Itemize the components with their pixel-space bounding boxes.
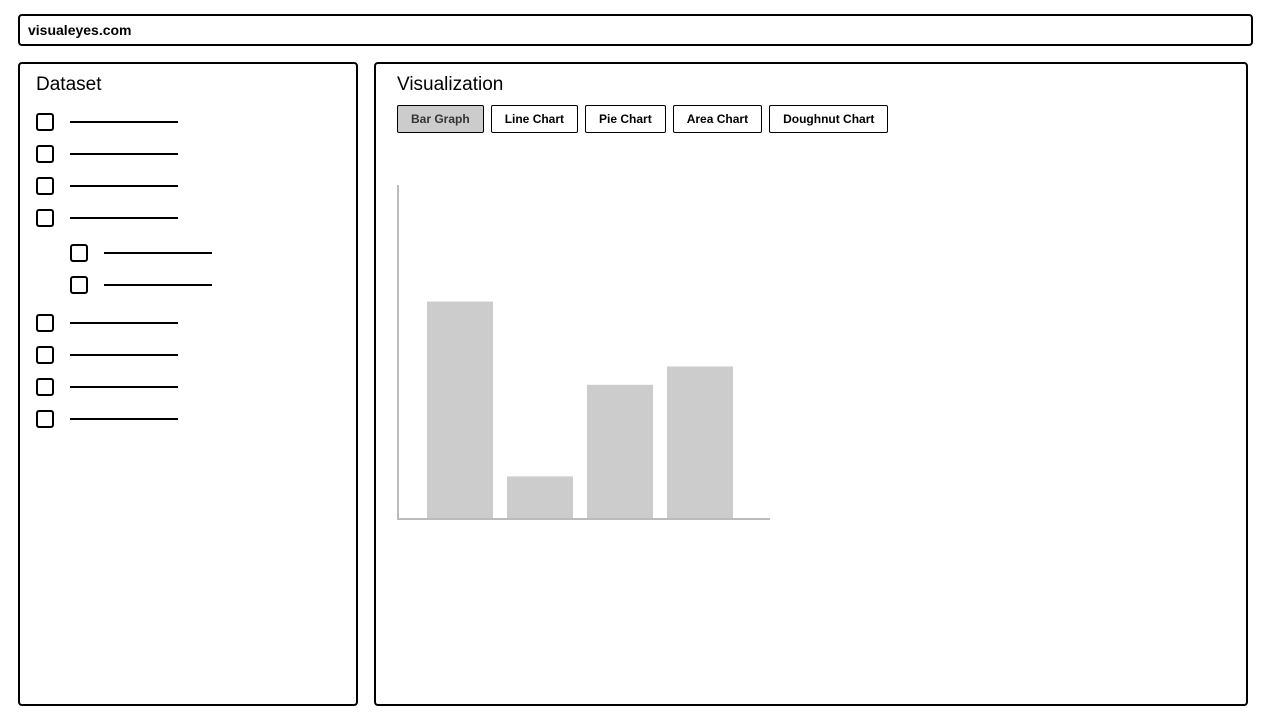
dataset-subitem[interactable]: [70, 276, 212, 294]
url-text: visualeyes.com: [28, 22, 132, 38]
dataset-checkbox[interactable]: [36, 346, 54, 364]
dataset-item-label-placeholder: [70, 121, 178, 123]
dataset-item-label-placeholder: [70, 185, 178, 187]
dataset-item[interactable]: [36, 145, 178, 163]
bar-3: [587, 384, 653, 518]
tab-line-chart[interactable]: Line Chart: [490, 105, 579, 133]
dataset-item[interactable]: [36, 209, 178, 227]
dataset-item-label-placeholder: [70, 418, 178, 420]
dataset-item-label-placeholder: [104, 252, 212, 254]
address-bar[interactable]: visualeyes.com: [18, 14, 1253, 46]
tab-bar-graph[interactable]: Bar Graph: [397, 105, 484, 133]
visualization-title: Visualization: [397, 74, 504, 95]
dataset-item[interactable]: [36, 410, 178, 428]
bar-1: [427, 301, 493, 518]
dataset-subitem[interactable]: [70, 244, 212, 262]
dataset-item-label-placeholder: [70, 354, 178, 356]
dataset-item-label-placeholder: [70, 322, 178, 324]
bar-4: [667, 366, 733, 518]
tab-doughnut-chart[interactable]: Doughnut Chart: [769, 105, 889, 133]
dataset-item[interactable]: [36, 378, 178, 396]
tab-area-chart[interactable]: Area Chart: [672, 105, 763, 133]
dataset-item-label-placeholder: [104, 284, 212, 286]
dataset-panel: Dataset: [18, 62, 358, 706]
dataset-item[interactable]: [36, 177, 178, 195]
dataset-item-label-placeholder: [70, 217, 178, 219]
dataset-checkbox[interactable]: [36, 145, 54, 163]
dataset-checkbox[interactable]: [36, 314, 54, 332]
dataset-item-label-placeholder: [70, 386, 178, 388]
bar-2: [507, 476, 573, 518]
dataset-checkbox[interactable]: [70, 244, 88, 262]
dataset-item[interactable]: [36, 113, 178, 131]
dataset-title: Dataset: [36, 74, 102, 95]
tab-pie-chart[interactable]: Pie Chart: [585, 105, 666, 133]
dataset-checkbox[interactable]: [36, 410, 54, 428]
dataset-item[interactable]: [36, 346, 178, 364]
dataset-checkbox[interactable]: [36, 177, 54, 195]
dataset-item-label-placeholder: [70, 153, 178, 155]
dataset-checkbox[interactable]: [70, 276, 88, 294]
dataset-checkbox[interactable]: [36, 378, 54, 396]
visualization-panel: Visualization Bar Graph Line Chart Pie C…: [374, 62, 1248, 706]
bar-chart: [397, 185, 770, 520]
dataset-checkbox[interactable]: [36, 209, 54, 227]
dataset-item[interactable]: [36, 314, 178, 332]
chart-type-tabs: Bar Graph Line Chart Pie Chart Area Char…: [397, 105, 889, 133]
dataset-checkbox[interactable]: [36, 113, 54, 131]
